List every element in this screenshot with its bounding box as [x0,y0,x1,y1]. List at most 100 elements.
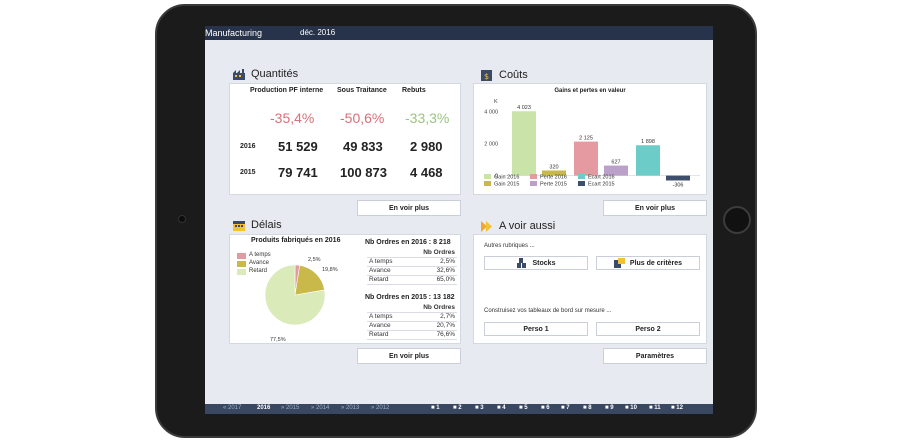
pie-label: 77,5% [270,337,286,343]
construisez-label: Construisez vos tableaux de bord sur mes… [484,308,612,314]
year-link-2012[interactable]: » 2012 [371,405,390,411]
table-row: Retard 76,6% [367,330,457,340]
perso1-label: Perso 1 [523,325,549,333]
quantites-title: Quantités [251,68,299,80]
orders-2016-table: Nb Ordres A temps 2,5% Avance 32,6% Retard… [367,248,457,285]
pct-production: -35,4% [270,110,315,126]
arrow-right-icon [481,220,492,232]
orders-2015-table: Nb Ordres A temps 2,7% Avance 20,7% Retard… [367,303,457,340]
quantites-section-title: Quantités [233,68,298,80]
legend-swatch [530,174,537,179]
table-row: Avance 32,6% [367,266,457,276]
month-link-8[interactable]: ■ 8 [583,405,592,411]
bar-value-label: -306 [672,182,683,188]
app-title: Manufacturing [205,28,263,38]
dashboard-screen: Manufacturing déc. 2016 Quantités Produc… [205,26,713,414]
plus-criteres-label: Plus de critères [629,259,683,267]
legend-label: Perte 2015 [540,182,567,188]
legend-label: Gain 2015 [494,182,519,188]
bar-value-label: 627 [611,160,620,166]
val-2015-sous-traitance: 100 873 [340,165,387,180]
month-link-7[interactable]: ■ 7 [561,405,570,411]
couts-panel: Gains et pertes en valeur K 4 000 2 000 0 4 0… [473,83,707,195]
val-2016-rebuts: 2 980 [410,139,443,154]
delais-more-button[interactable]: En voir plus [357,348,461,364]
legend-swatch [530,181,537,186]
pie-title: Produits fabriqués en 2016 [251,237,341,244]
legend-swatch [578,174,585,179]
factory-icon [233,68,245,80]
avoir-panel: Autres rubriques ... Stocks Plus de crit… [473,234,707,344]
svg-text:$: $ [484,72,489,81]
pie-slice-avance [294,265,325,296]
avoir-title: A voir aussi [499,220,556,232]
quantites-more-button[interactable]: En voir plus [357,200,461,216]
legend-label: Ecart 2015 [588,182,615,188]
bar-value-label: 320 [549,164,558,170]
perso2-button[interactable]: Perso 2 [596,322,700,336]
period-navigation-bar: « 2017 2016 » 2015 » 2014 » 2013 » 2012 … [205,404,713,414]
month-link-4[interactable]: ■ 4 [497,405,506,411]
month-link-9[interactable]: ■ 9 [605,405,614,411]
table-row: A temps 2,5% [367,257,457,267]
avoir-section-title: A voir aussi [481,220,555,232]
year-link-2017[interactable]: « 2017 [223,405,242,411]
month-link-1[interactable]: ■ 1 [431,405,440,411]
year-link-2016[interactable]: 2016 [257,405,271,411]
month-link-10[interactable]: ■ 10 [625,405,637,411]
bar-ecart-2016 [636,145,660,176]
parametres-button[interactable]: Paramètres [603,348,707,364]
couts-title: Coûts [499,69,528,81]
table-row: Retard 65,0% [367,275,457,285]
bar-gain-2016 [512,111,536,176]
orders-2015-title: Nb Ordres en 2015 : 13 182 [365,294,455,301]
legend-swatch [484,174,491,179]
year-link-2015[interactable]: » 2015 [281,405,300,411]
legend-swatch [578,181,585,186]
bar-value-label: 2 125 [579,136,593,142]
legend-swatch-avance [237,261,246,267]
month-link-6[interactable]: ■ 6 [541,405,550,411]
legend-avance: Avance [249,260,269,266]
perso1-button[interactable]: Perso 1 [484,322,588,336]
month-link-11[interactable]: ■ 11 [649,405,661,411]
orders-2015-header: Nb Ordres [409,303,457,313]
legend-swatch-retard [237,269,246,275]
orders-2016-header: Nb Ordres [409,248,457,258]
table-row: A temps 2,7% [367,312,457,322]
pct-rebuts: -33,3% [405,110,450,126]
year-link-2013[interactable]: » 2013 [341,405,360,411]
col-sous-traitance: Sous Traitance [337,87,387,94]
legend-label: Gain 2016 [494,175,519,181]
legend-swatch [484,181,491,186]
home-button[interactable] [723,206,751,234]
couts-more-button[interactable]: En voir plus [603,200,707,216]
val-2016-sous-traitance: 49 833 [343,139,383,154]
val-2016-production: 51 529 [278,139,318,154]
stocks-button[interactable]: Stocks [484,256,588,270]
year-link-2014[interactable]: » 2014 [311,405,330,411]
couts-section-title: $ Coûts [481,69,528,81]
y-tick-label: 2 000 [484,142,498,148]
plus-criteres-button[interactable]: Plus de critères [596,256,700,270]
legend-label: Ecart 2016 [588,175,615,181]
month-link-2[interactable]: ■ 2 [453,405,462,411]
val-2015-rebuts: 4 468 [410,165,443,180]
month-link-5[interactable]: ■ 5 [519,405,528,411]
bar-perte-2016 [574,141,598,176]
pie-label: 2,5% [308,257,321,263]
stocks-label: Stocks [532,259,556,267]
legend-swatch-a-temps [237,253,246,259]
pie-label: 19,8% [322,267,338,273]
tablet-frame: Manufacturing déc. 2016 Quantités Produc… [155,4,757,438]
month-link-12[interactable]: ■ 12 [671,405,683,411]
chart-unit-label: K [494,99,498,105]
year-2015: 2015 [240,169,256,176]
month-link-3[interactable]: ■ 3 [475,405,484,411]
year-2016: 2016 [240,143,256,150]
legend-a-temps: A temps [249,252,271,258]
autres-rubriques-label: Autres rubriques ... [484,243,535,249]
y-tick-label: 4 000 [484,110,498,116]
camera [178,215,186,223]
money-icon: $ [481,69,492,81]
